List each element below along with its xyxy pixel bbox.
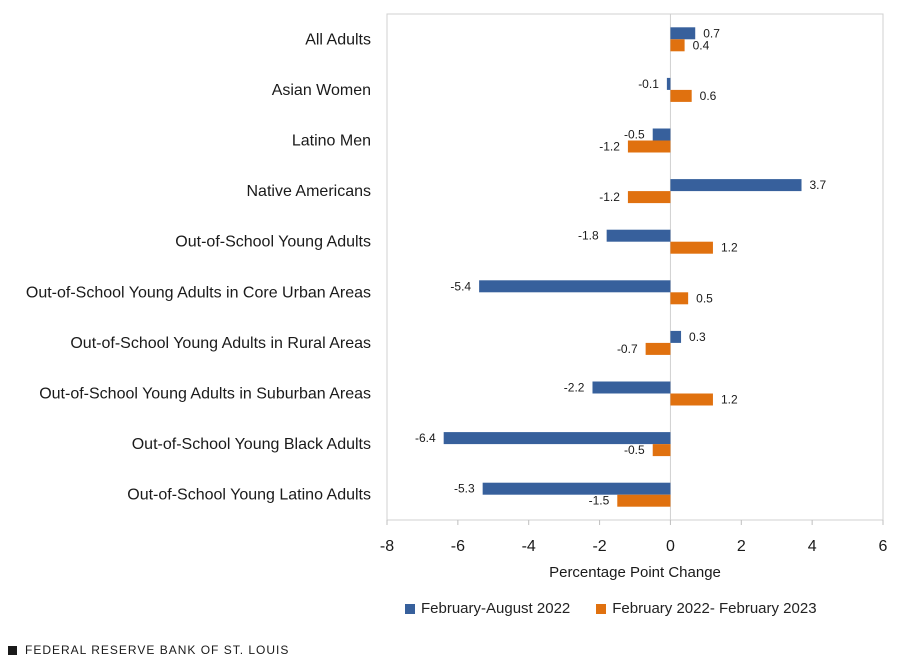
bar-series-2 [670, 89, 692, 102]
category-label: Out-of-School Young Latino Adults [127, 487, 371, 504]
bar-series-1 [606, 229, 671, 242]
bar-series-1 [592, 381, 671, 394]
bar-series-1 [652, 128, 671, 141]
legend-label-series-2: February 2022- February 2023 [612, 600, 817, 617]
x-tick-label: -6 [451, 538, 465, 555]
data-label-series-1: -1.8 [578, 229, 599, 243]
bar-series-2 [670, 39, 685, 52]
x-tick-label: 2 [737, 538, 746, 555]
legend-swatch-series-1 [405, 603, 415, 614]
legend: February-August 2022 February 2022- Febr… [405, 600, 817, 617]
data-label-series-1: 0.3 [689, 330, 706, 344]
data-label-series-2: 1.2 [721, 241, 738, 255]
category-label: Asian Women [272, 82, 371, 99]
x-axis-title: Percentage Point Change [549, 564, 721, 581]
data-label-series-2: 1.2 [721, 393, 738, 407]
bar-series-1 [670, 179, 802, 192]
data-label-series-1: -6.4 [415, 431, 436, 445]
x-tick-label: -8 [380, 538, 394, 555]
bar-series-2 [627, 191, 671, 204]
category-label: Latino Men [292, 133, 371, 150]
square-icon [8, 645, 17, 655]
bar-chart: All Adults Asian Women Latino Men Native Am… [26, 13, 888, 581]
category-label: All Adults [305, 31, 371, 48]
data-label-series-2: -1.5 [589, 494, 610, 508]
category-label: Out-of-School Young Adults in Core Urban… [26, 284, 371, 301]
data-label-series-2: 0.6 [700, 89, 717, 103]
category-label: Out-of-School Young Black Adults [132, 436, 371, 453]
data-label-series-1: -0.1 [638, 77, 659, 91]
bar-series-1 [482, 482, 671, 495]
data-label-series-2: -1.2 [599, 140, 620, 154]
x-tick-label: 4 [808, 538, 817, 555]
category-label: Out-of-School Young Adults [175, 234, 371, 251]
bar-series-2 [652, 444, 671, 457]
category-label: Out-of-School Young Adults in Rural Area… [70, 335, 371, 352]
x-tick-label: 0 [666, 538, 675, 555]
legend-swatch-series-2 [596, 603, 607, 614]
bar-series-2 [670, 241, 713, 254]
data-label-series-1: -5.3 [454, 482, 475, 496]
bar-series-1 [666, 77, 671, 90]
data-label-series-1: -2.2 [564, 381, 585, 395]
legend-item-series-2: February 2022- February 2023 [596, 600, 817, 617]
bar-series-2 [645, 342, 671, 355]
data-label-series-2: 0.5 [696, 291, 713, 305]
data-label-series-1: 3.7 [810, 178, 827, 192]
bar-series-2 [670, 292, 689, 305]
bar-series-1 [670, 27, 696, 40]
legend-item-series-1: February-August 2022 [405, 600, 570, 617]
bar-series-2 [670, 393, 713, 406]
bar-series-1 [479, 280, 671, 293]
data-label-series-2: 0.4 [693, 38, 710, 52]
x-tick-label: -2 [592, 538, 606, 555]
data-label-series-2: -0.7 [617, 342, 638, 356]
bar-series-1 [443, 432, 671, 445]
source-credit: FEDERAL RESERVE BANK OF ST. LOUIS [8, 643, 289, 657]
category-label: Out-of-School Young Adults in Suburban A… [39, 386, 371, 403]
legend-label-series-1: February-August 2022 [421, 600, 571, 617]
data-label-series-1: -0.5 [624, 128, 645, 142]
data-label-series-1: -5.4 [450, 279, 471, 293]
bar-series-2 [627, 140, 671, 153]
source-text: FEDERAL RESERVE BANK OF ST. LOUIS [25, 643, 290, 657]
bar-series-2 [617, 494, 671, 507]
data-label-series-2: -1.2 [599, 190, 620, 204]
x-tick-label: -4 [522, 538, 536, 555]
data-label-series-2: -0.5 [624, 443, 645, 457]
data-label-series-1: 0.7 [703, 26, 720, 40]
x-tick-label: 6 [879, 538, 888, 555]
category-label: Native Americans [247, 183, 372, 200]
bar-series-1 [670, 330, 682, 343]
